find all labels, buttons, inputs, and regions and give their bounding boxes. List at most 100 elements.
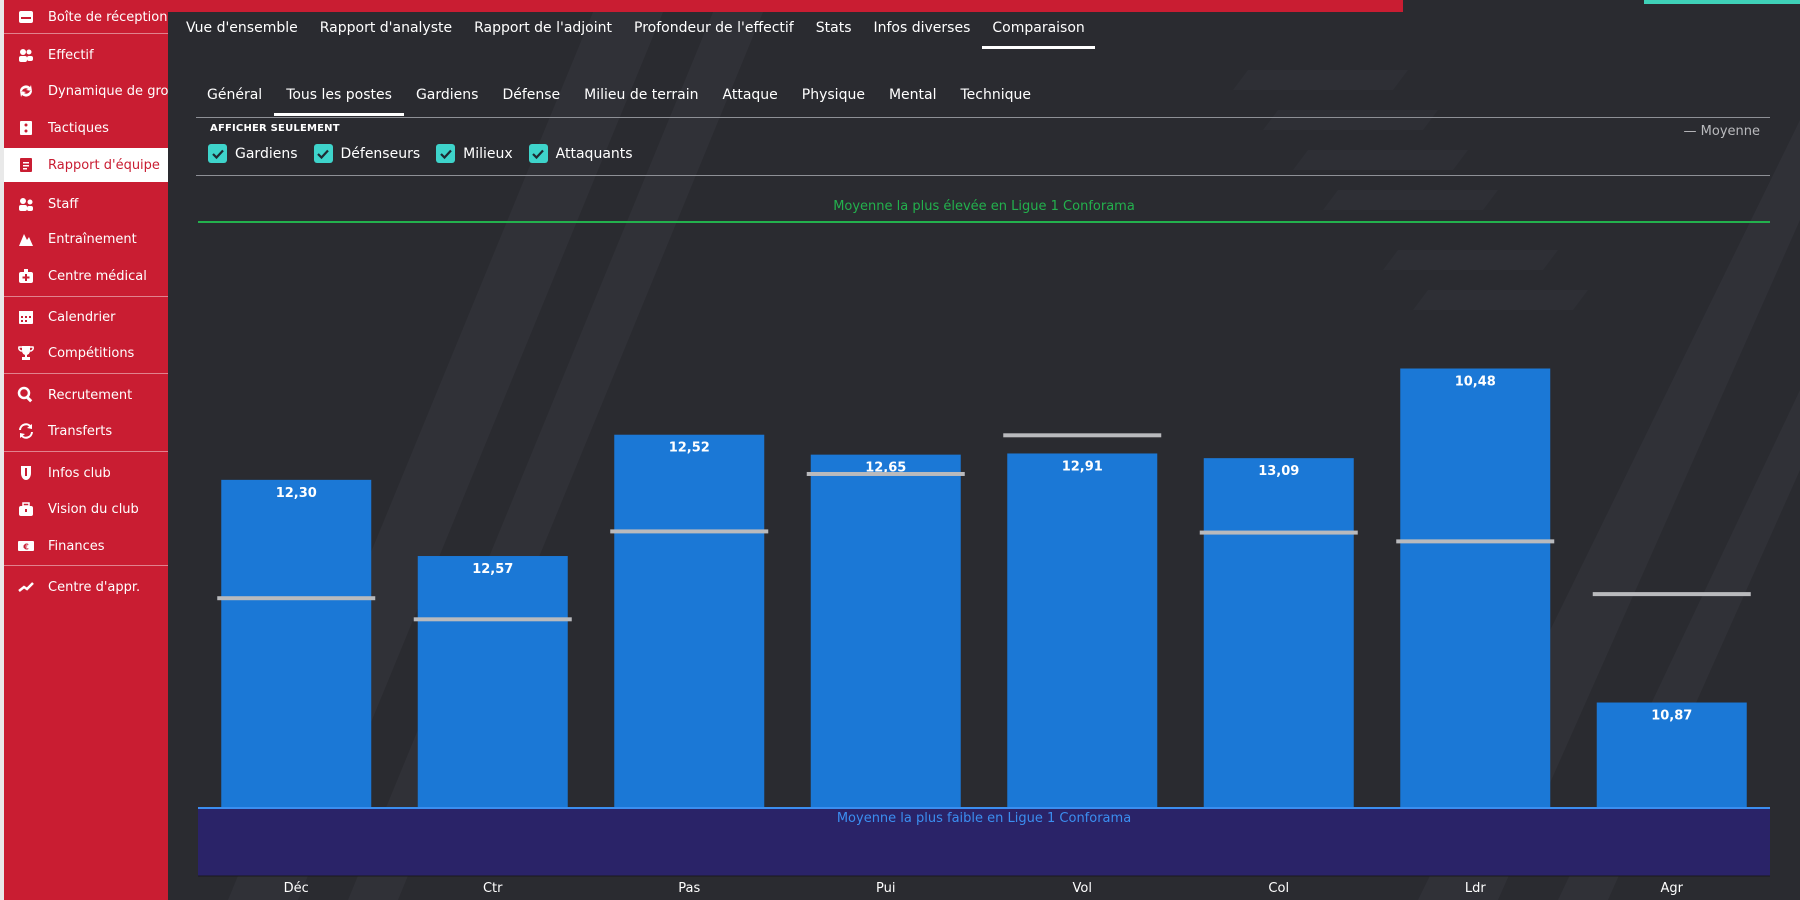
- training-icon: [4, 230, 48, 248]
- sidebar-item-label: Transferts: [48, 423, 113, 439]
- development-icon: [4, 578, 48, 596]
- category-label: Déc: [284, 881, 309, 896]
- tactics-icon: [4, 119, 48, 137]
- category-label: Col: [1268, 881, 1289, 896]
- main-tab-2[interactable]: Rapport de l'adjoint: [474, 20, 613, 36]
- medical-icon: [4, 267, 48, 285]
- filter-checkbox-label: Attaquants: [555, 145, 633, 162]
- filter-checkbox-3[interactable]: Attaquants: [528, 144, 633, 163]
- sub-tab-4[interactable]: Milieu de terrain: [584, 87, 699, 103]
- checkmark-icon: [528, 144, 548, 163]
- top-accent-strip: [168, 0, 1403, 12]
- sidebar-item-label: Rapport d'équipe: [48, 157, 160, 173]
- bar-value-label: 12,57: [472, 562, 513, 577]
- staff-icon: [4, 195, 48, 213]
- sidebar-item-11[interactable]: Transferts: [4, 414, 168, 448]
- category-label: Pas: [678, 881, 700, 896]
- main-tab-1[interactable]: Rapport d'analyste: [319, 20, 453, 36]
- bar-value-label: 12,52: [669, 441, 710, 456]
- sidebar-item-0[interactable]: Boîte de réception: [4, 0, 168, 34]
- main-tab-3[interactable]: Profondeur de l'effectif: [634, 20, 794, 36]
- sidebar-item-label: Centre d'appr.: [48, 579, 141, 595]
- sub-tab-5[interactable]: Attaque: [722, 87, 778, 103]
- bar-value-label: 10,48: [1455, 375, 1496, 390]
- sub-tab-2[interactable]: Gardiens: [415, 87, 479, 103]
- sub-tab-7[interactable]: Mental: [888, 87, 937, 103]
- sidebar-item-1[interactable]: Effectif: [4, 38, 168, 72]
- category-label: Vol: [1073, 881, 1092, 896]
- main-tab-4[interactable]: Stats: [815, 20, 852, 36]
- trophy-icon: [4, 344, 48, 362]
- sidebar-item-2[interactable]: Dynamique de grou...: [4, 74, 168, 108]
- sidebar-item-label: Effectif: [48, 47, 94, 63]
- sidebar-item-label: Finances: [48, 538, 105, 554]
- main-tab-6[interactable]: Comparaison: [982, 14, 1095, 49]
- sidebar-item-7[interactable]: Centre médical: [4, 259, 168, 293]
- sidebar-item-15[interactable]: Centre d'appr.: [4, 570, 168, 604]
- sidebar-item-label: Staff: [48, 196, 79, 212]
- category-label: Ctr: [483, 881, 503, 896]
- sidebar-item-3[interactable]: Tactiques: [4, 111, 168, 145]
- sidebar-item-label: Centre médical: [48, 268, 147, 284]
- sidebar-item-6[interactable]: Entraînement: [4, 222, 168, 256]
- average-marker: [413, 617, 572, 622]
- lowest-average-label: Moyenne la plus faible en Ligue 1 Confor…: [837, 811, 1131, 826]
- average-marker: [217, 596, 376, 601]
- sidebar-separator: [4, 451, 168, 452]
- calendar-icon: [4, 308, 48, 326]
- divider-bottom: [196, 175, 1770, 176]
- sidebar-item-8[interactable]: Calendrier: [4, 300, 168, 334]
- bar-value-label: 12,65: [865, 461, 906, 476]
- category-label: Ldr: [1465, 881, 1486, 896]
- filter-checkbox-1[interactable]: Défenseurs: [313, 144, 421, 163]
- bar-7: [1596, 702, 1747, 808]
- filter-checkbox-0[interactable]: Gardiens: [208, 144, 298, 163]
- average-marker: [610, 529, 769, 534]
- search-icon: [4, 386, 48, 404]
- checkmark-icon: [436, 144, 456, 163]
- bar-0: [221, 479, 372, 808]
- category-label: Pui: [876, 881, 895, 896]
- sidebar-item-10[interactable]: Recrutement: [4, 378, 168, 412]
- average-marker: [1199, 530, 1358, 535]
- briefcase-icon: [4, 500, 48, 518]
- svg-text:€: €: [22, 543, 29, 552]
- inbox-icon: [4, 8, 48, 26]
- sidebar-item-4[interactable]: Rapport d'équipe: [4, 148, 168, 182]
- sub-tab-0[interactable]: Général: [207, 87, 263, 103]
- sidebar-separator: [4, 296, 168, 297]
- sidebar-item-13[interactable]: Vision du club: [4, 492, 168, 526]
- average-legend: — Moyenne: [1683, 124, 1760, 139]
- sidebar-item-5[interactable]: Staff: [4, 187, 168, 221]
- category-label: Agr: [1661, 881, 1684, 896]
- bar-3: [810, 454, 961, 808]
- average-marker: [806, 471, 965, 476]
- bar-6: [1400, 368, 1551, 808]
- filter-label: AFFICHER SEULEMENT: [210, 123, 340, 134]
- main-tabs: Vue d'ensemble Rapport d'analyste Rapport …: [176, 14, 1097, 49]
- sidebar-item-label: Compétitions: [48, 345, 135, 361]
- sub-tab-1[interactable]: Tous les postes: [274, 80, 404, 116]
- sub-tab-3[interactable]: Défense: [502, 87, 561, 103]
- sidebar-item-12[interactable]: Infos club: [4, 456, 168, 490]
- bar-5: [1203, 458, 1354, 808]
- lowest-average-band: [198, 808, 1770, 876]
- bar-2: [614, 434, 765, 808]
- sidebar-separator: [4, 373, 168, 374]
- sidebar-item-14[interactable]: € Finances: [4, 529, 168, 563]
- filter-checkbox-2[interactable]: Milieux: [436, 144, 513, 163]
- main-panel: Vue d'ensemble Rapport d'analyste Rapport …: [168, 0, 1800, 900]
- sidebar-separator: [4, 33, 168, 34]
- sub-tab-6[interactable]: Physique: [801, 87, 865, 103]
- average-marker: [1592, 592, 1751, 597]
- sub-tab-8[interactable]: Technique: [960, 87, 1031, 103]
- players-icon: [4, 46, 48, 64]
- filter-checkbox-label: Défenseurs: [340, 145, 421, 162]
- sidebar-item-9[interactable]: Compétitions: [4, 336, 168, 370]
- sidebar-item-label: Boîte de réception: [48, 9, 168, 25]
- transfer-icon: [4, 422, 48, 440]
- position-filter: Gardiens Défenseurs Milieux Attaquants: [208, 144, 649, 163]
- sidebar-item-label: Infos club: [48, 465, 111, 481]
- main-tab-0[interactable]: Vue d'ensemble: [186, 20, 298, 36]
- main-tab-5[interactable]: Infos diverses: [873, 20, 971, 36]
